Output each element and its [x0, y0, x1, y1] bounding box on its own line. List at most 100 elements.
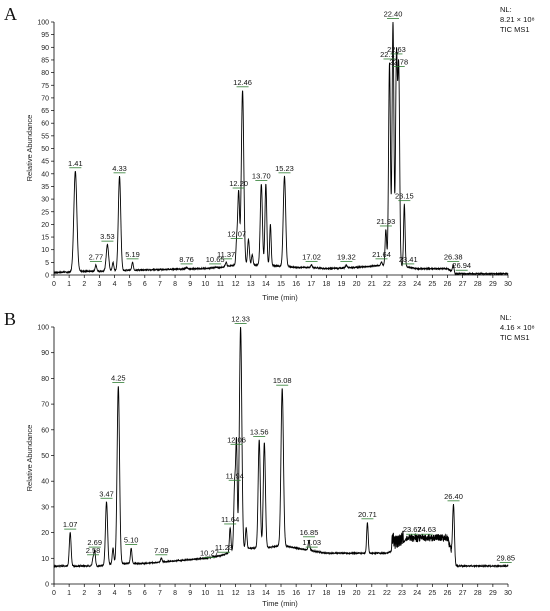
panel-a-ticks: 0 1 2 3 4 5 6 7 8 9 10 11 12 13 14 15 16 17 18 19 20 21 22 23 24… — [37, 20, 512, 289]
panel-a-label-leaders — [69, 18, 468, 271]
panel-b-x-tick-label: 23 — [398, 590, 406, 597]
panel-a: A NL: 8.21 × 10⁸ TIC MS1 Relative Abunda… — [4, 4, 535, 302]
panel-a-x-tick-label: 16 — [292, 281, 300, 288]
panel-a-peak-label: 19.32 — [337, 252, 356, 261]
panel-a-tic-trace — [53, 21, 509, 276]
panel-b-peak-label: 11.94 — [226, 471, 244, 480]
panel-a-x-tick-label: 4 — [113, 281, 117, 288]
panel-b-x-tick-label: 18 — [323, 590, 331, 597]
panel-a-peak-label: 17.02 — [302, 252, 321, 261]
panel-a-peak-label: 21.64 — [372, 250, 391, 259]
panel-a-scan-type: TIC MS1 — [500, 25, 530, 34]
panel-b-x-tick-label: 12 — [232, 590, 240, 597]
panel-a-x-axis-title: Time (min) — [262, 293, 298, 302]
panel-a-y-tick-label: 55 — [41, 133, 49, 140]
panel-a-x-tick-label: 25 — [428, 281, 436, 288]
panel-a-x-tick-label: 28 — [474, 281, 482, 288]
panel-a-y-tick-label: 10 — [41, 247, 49, 254]
panel-a-x-tick-label: 24 — [413, 281, 421, 288]
panel-a-peak-label: 22.40 — [384, 10, 403, 19]
panel-a-nl-value: 8.21 × 10⁸ — [500, 15, 535, 24]
panel-a-x-tick-label: 12 — [232, 281, 240, 288]
panel-a-nl-label: NL: — [500, 5, 512, 14]
panel-a-x-tick-label: 10 — [201, 281, 209, 288]
panel-a-x-tick-label: 14 — [262, 281, 270, 288]
panel-a-peak-label: 12.20 — [229, 179, 248, 188]
panel-a-y-axis-title: Relative Abundance — [25, 115, 34, 182]
panel-a-y-tick-label: 75 — [41, 83, 49, 90]
panel-a-y-tick-label: 85 — [41, 57, 49, 64]
panel-b-y-tick-label: 10 — [41, 556, 49, 563]
panel-b-x-tick-label: 15 — [277, 590, 285, 597]
panel-b-peak-label: 2.58 — [86, 546, 101, 555]
panel-a-peak-label: 26.94 — [452, 261, 471, 270]
panel-a-y-tick-label: 40 — [41, 171, 49, 178]
panel-b-x-tick-label: 25 — [428, 590, 436, 597]
panel-a-x-tick-label: 19 — [338, 281, 346, 288]
panel-b-peak-label: 12.06 — [227, 435, 246, 444]
panel-a-y-tick-label: 15 — [41, 235, 49, 242]
panel-a-y-tick-label: 65 — [41, 108, 49, 115]
panel-a-x-tick-label: 3 — [97, 281, 101, 288]
panel-b-x-tick-label: 1 — [67, 590, 71, 597]
panel-a-y-tick-label: 20 — [41, 222, 49, 229]
panel-a-x-tick-label: 2 — [82, 281, 86, 288]
panel-a-x-tick-label: 18 — [323, 281, 331, 288]
panel-b-x-tick-label: 17 — [307, 590, 315, 597]
panel-b-peak-label: 23.67 — [403, 525, 422, 534]
panel-a-peak-label: 12.07 — [227, 230, 246, 239]
panel-b-x-tick-label: 30 — [504, 590, 512, 597]
panel-b-y-tick-label: 20 — [41, 530, 49, 537]
panel-a-peak-label: 11.37 — [217, 250, 235, 259]
panel-a-y-tick-label: 95 — [41, 32, 49, 39]
panel-b-peak-label: 4.25 — [111, 374, 126, 383]
panel-b-x-tick-label: 27 — [459, 590, 467, 597]
panel-a-peak-label: 23.15 — [395, 192, 414, 201]
panel-b-y-tick-label: 30 — [41, 504, 49, 511]
panel-b-x-tick-label: 8 — [173, 590, 177, 597]
panel-a-x-tick-label: 8 — [173, 281, 177, 288]
panel-b-tic-trace — [53, 326, 509, 569]
panel-b-y-tick-label: 60 — [41, 427, 49, 434]
panel-a-x-tick-label: 15 — [277, 281, 285, 288]
panel-b-x-tick-label: 24 — [413, 590, 421, 597]
panel-a-peak-label: 12.46 — [233, 78, 252, 87]
panel-b-x-tick-label: 5 — [128, 590, 132, 597]
panel-b-x-axis-title: Time (min) — [262, 599, 298, 608]
panel-a-y-tick-label: 25 — [41, 209, 49, 216]
panel-a-peak-label: 22.17 — [380, 50, 399, 59]
panel-a-x-tick-label: 11 — [217, 281, 224, 288]
panel-a-y-tick-label: 5 — [45, 260, 49, 267]
panel-b-x-tick-label: 4 — [113, 590, 117, 597]
panel-b-x-tick-label: 19 — [338, 590, 346, 597]
panel-a-y-tick-label: 35 — [41, 184, 49, 191]
panel-b-x-tick-label: 13 — [247, 590, 255, 597]
panel-a-x-tick-label: 9 — [188, 281, 192, 288]
panel-a-peak-label: 15.23 — [275, 164, 294, 173]
panel-b-x-tick-label: 16 — [292, 590, 300, 597]
panel-b-trace — [53, 326, 509, 569]
panel-b-y-tick-label: 40 — [41, 479, 49, 486]
panel-b-peak-label: 12.33 — [231, 315, 250, 324]
panel-a-x-tick-label: 5 — [128, 281, 132, 288]
panel-b-ticks: 0 1 2 3 4 5 6 7 8 9 10 11 12 13 14 15 16 17 18 19 20 21 22 23 24… — [37, 325, 512, 598]
panel-a-peak-label: 22.78 — [389, 58, 408, 67]
panel-b-peak-label: 13.56 — [250, 428, 269, 437]
panel-b-x-tick-label: 26 — [444, 590, 452, 597]
panel-a-y-tick-label: 80 — [41, 70, 49, 77]
panel-b-x-tick-label: 10 — [201, 590, 209, 597]
panel-a-x-tick-label: 0 — [52, 281, 56, 288]
panel-a-x-tick-label: 21 — [368, 281, 376, 288]
panel-b-x-tick-label: 28 — [474, 590, 482, 597]
panel-b-peak-label: 11.23 — [215, 543, 233, 552]
panel-a-x-tick-label: 26 — [444, 281, 452, 288]
panel-b-x-tick-label: 22 — [383, 590, 391, 597]
panel-b-letter: B — [4, 309, 16, 329]
panel-b-y-tick-label: 0 — [45, 582, 49, 589]
panel-a-x-tick-label: 7 — [158, 281, 162, 288]
panel-b-peak-label: 10.27 — [200, 548, 219, 557]
panel-b-peak-label: 29.85 — [496, 554, 515, 563]
